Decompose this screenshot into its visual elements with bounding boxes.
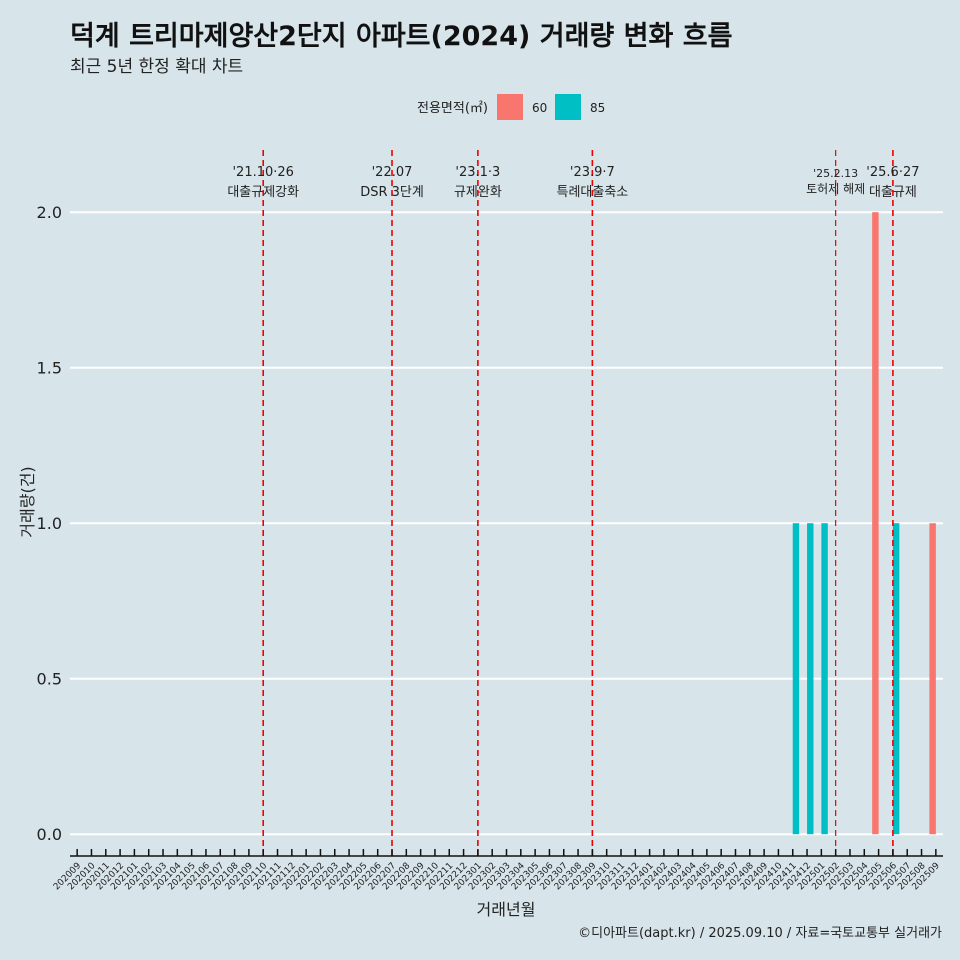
x-axis-title: 거래년월 <box>477 900 536 919</box>
legend-title: 전용면적(㎡) <box>417 101 488 116</box>
event-date: '22.07 <box>372 165 413 180</box>
y-tick-label: 2.0 <box>37 203 62 222</box>
event-label: 규제완화 <box>454 185 502 200</box>
bar-60-202509 <box>929 523 936 835</box>
event-date: '23.9·7 <box>570 165 615 180</box>
source-footer: ©디아파트(dapt.kr) / 2025.09.10 / 자료=국토교통부 실… <box>578 926 942 941</box>
legend-swatch-85 <box>555 94 581 120</box>
y-tick-label: 0.5 <box>37 670 62 689</box>
bar-85-202501 <box>821 523 828 835</box>
bar-85-202411 <box>792 523 800 835</box>
y-axis-title: 거래량(건) <box>18 466 37 537</box>
event-annotations: '21.10·26 대출규제강화 '22.07 DSR 3단계 '23.1·3 규제완화 '… <box>227 165 919 200</box>
legend-label-60: 60 <box>532 101 547 115</box>
event-lines <box>262 150 894 856</box>
event-date: '25.6·27 <box>866 165 919 180</box>
bar-85-202506 <box>892 523 900 835</box>
bar-60-202505 <box>872 212 879 835</box>
event-label: 토허제 해제 <box>806 182 865 196</box>
y-axis-tick-labels: 0.0 0.5 1.0 1.5 2.0 <box>37 203 62 844</box>
legend-swatch-60 <box>497 94 523 120</box>
bars <box>792 212 936 835</box>
y-tick-label: 1.5 <box>37 359 62 378</box>
bar-85-202412 <box>807 523 814 835</box>
chart-subtitle: 최근 5년 한정 확대 차트 <box>70 57 244 77</box>
event-date: '23.1·3 <box>455 165 500 180</box>
event-date: '25.2.13 <box>813 167 858 180</box>
chart-title: 덕계 트리마제양산2단지 아파트(2024) 거래량 변화 흐름 <box>70 21 733 52</box>
event-date: '21.10·26 <box>232 165 293 180</box>
event-label: 대출규제강화 <box>227 185 299 200</box>
x-axis: 2020092020102020112020122021012021022021… <box>52 849 943 892</box>
legend: 전용면적(㎡) 60 85 <box>417 94 605 120</box>
y-tick-label: 1.0 <box>37 514 62 533</box>
event-label: 대출규제 <box>869 185 917 200</box>
event-label: 특례대출축소 <box>556 185 628 200</box>
y-tick-label: 0.0 <box>37 825 62 844</box>
event-label: DSR 3단계 <box>360 185 424 200</box>
legend-label-85: 85 <box>590 101 605 115</box>
